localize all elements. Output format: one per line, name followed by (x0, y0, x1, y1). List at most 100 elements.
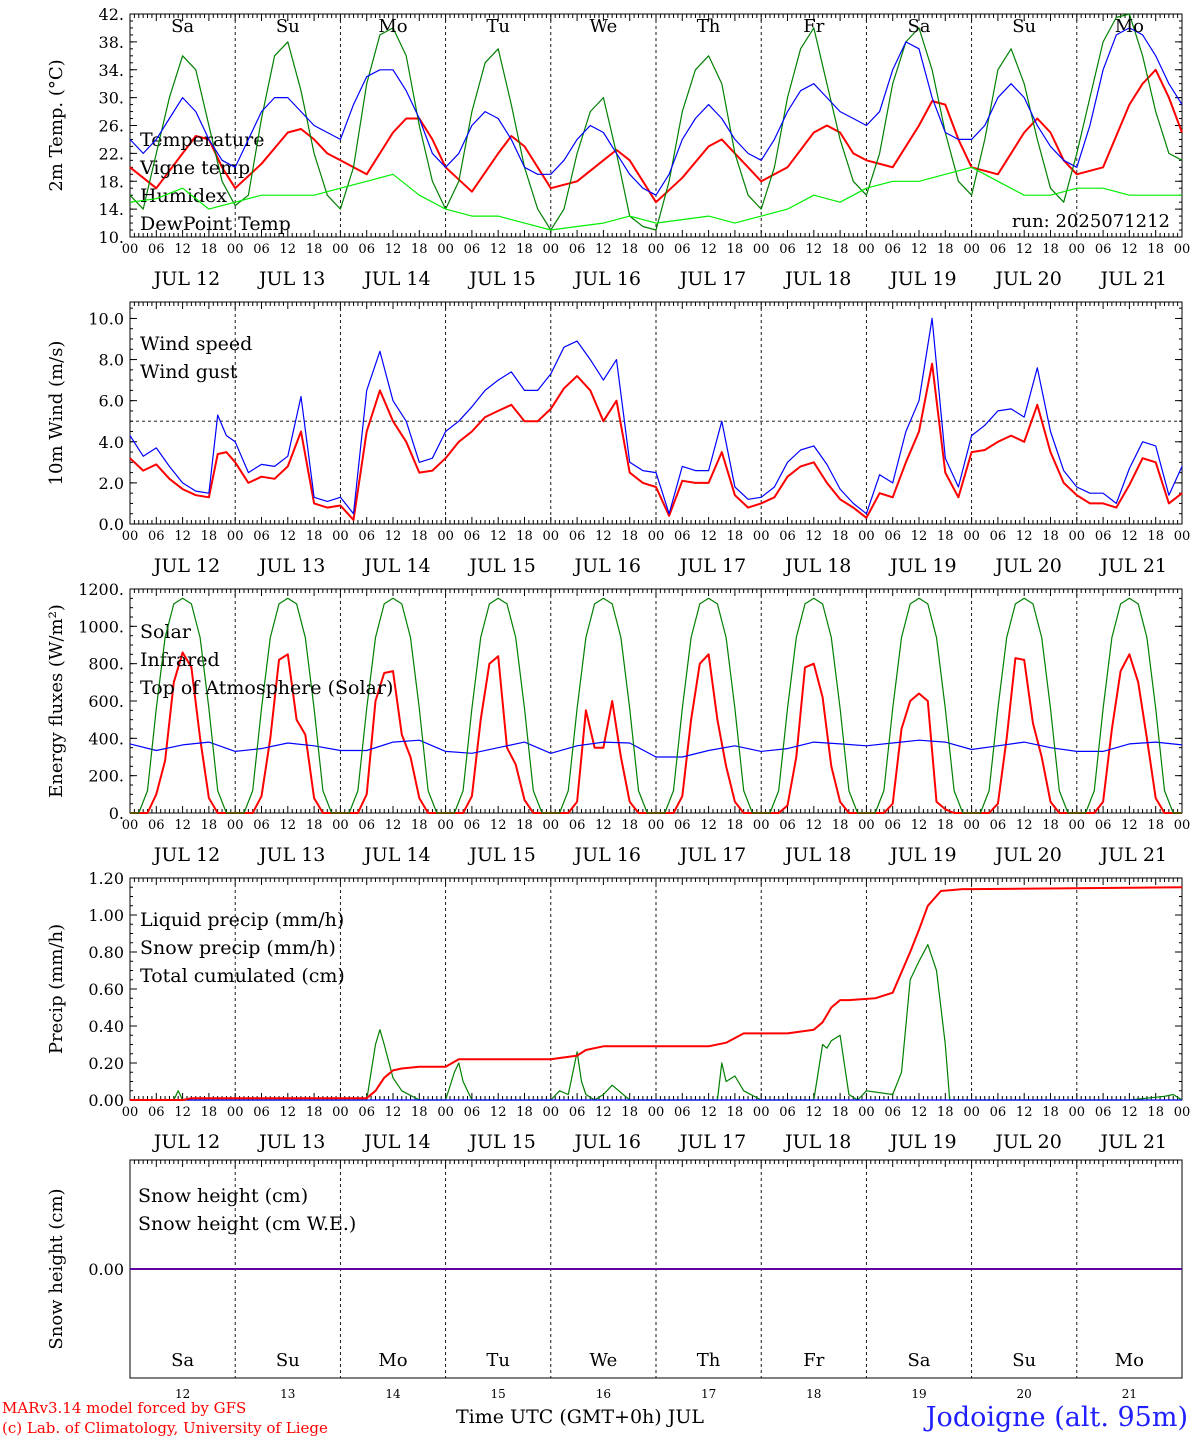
hour-label: 00 (1174, 529, 1191, 544)
hour-label: 00 (648, 818, 665, 833)
hour-label: 00 (648, 1105, 665, 1120)
hour-label: 06 (148, 1105, 165, 1120)
legend-entry: Temperature (140, 129, 264, 151)
hour-label: 12 (174, 242, 191, 257)
hour-label: 12 (1121, 1105, 1138, 1120)
hour-label: 00 (1069, 242, 1086, 257)
y-axis-label: Precip (mm/h) (46, 924, 67, 1054)
hour-label: 06 (884, 529, 901, 544)
date-label: JUL 21 (1099, 1131, 1167, 1153)
y-tick-label: 4.0 (99, 433, 124, 452)
panel-5: 0.00 Snow height (cm) Snow height (cm) Snow… (46, 1159, 1183, 1401)
date-label: JUL 14 (362, 844, 430, 866)
day-name: Su (1012, 1350, 1036, 1371)
hour-label: 12 (595, 818, 612, 833)
y-axis-label: Snow height (cm) (46, 1188, 67, 1349)
date-label: JUL 17 (678, 555, 746, 577)
day-number: 16 (596, 1387, 611, 1401)
day-name: Fr (803, 16, 824, 37)
hour-label: 12 (280, 818, 297, 833)
series-line-temperature (129, 68, 1183, 204)
day-number: 20 (1017, 1387, 1032, 1401)
day-name: Sa (171, 16, 194, 37)
legend-entry: Top of Atmosphere (Solar) (140, 677, 393, 699)
date-label: JUL 15 (467, 555, 535, 577)
x-axis-title: Time UTC (GMT+0h) JUL (456, 1406, 704, 1428)
hour-label: 18 (306, 242, 323, 257)
location-label: Jodoigne (alt. 95m) (925, 1402, 1188, 1433)
y-tick-label: 1200. (78, 580, 124, 599)
y-tick-label: 14. (99, 200, 124, 219)
hour-label: 12 (700, 529, 717, 544)
hour-label: 00 (963, 242, 980, 257)
day-number: 12 (175, 1387, 190, 1401)
day-name: Tu (486, 1350, 510, 1371)
hour-label: 12 (280, 242, 297, 257)
lab-credit: (c) Lab. of Climatology, University of L… (2, 1419, 328, 1437)
hour-label: 06 (779, 1105, 796, 1120)
y-axis-label: 10m Wind (m/s) (46, 341, 67, 486)
hour-label: 06 (884, 242, 901, 257)
hour-label: 18 (306, 1105, 323, 1120)
hour-label: 06 (358, 1105, 375, 1120)
date-label: JUL 15 (467, 844, 535, 866)
hour-label: 12 (490, 529, 507, 544)
hour-label: 00 (1174, 1105, 1191, 1120)
day-name: We (590, 16, 618, 37)
legend-entry: Total cumulated (cm) (140, 965, 345, 987)
series-line-wind-speed (129, 362, 1183, 521)
hour-label: 12 (911, 818, 928, 833)
y-tick-label: 0.0 (99, 515, 124, 534)
hour-label: 00 (858, 242, 875, 257)
hour-label: 18 (516, 818, 533, 833)
date-label: JUL 13 (257, 1131, 325, 1153)
day-number: 19 (911, 1387, 926, 1401)
hour-label: 18 (621, 529, 638, 544)
date-label: JUL 18 (783, 1131, 851, 1153)
hour-label: 00 (648, 529, 665, 544)
hour-label: 12 (700, 242, 717, 257)
legend-entry: Liquid precip (mm/h) (140, 909, 344, 931)
hour-label: 12 (806, 242, 823, 257)
day-name: Mo (1115, 16, 1144, 37)
hour-label: 12 (1016, 1105, 1033, 1120)
date-label: JUL 13 (257, 268, 325, 290)
y-tick-label: 200. (88, 767, 124, 786)
date-label: JUL 17 (678, 1131, 746, 1153)
hour-label: 12 (280, 529, 297, 544)
y-tick-label: 0.00 (88, 1260, 124, 1279)
y-tick-label: 38. (99, 33, 124, 52)
y-tick-label: 30. (99, 89, 124, 108)
hour-label: 00 (858, 818, 875, 833)
hour-label: 18 (201, 242, 218, 257)
hour-label: 18 (201, 529, 218, 544)
hour-label: 12 (911, 1105, 928, 1120)
hour-label: 00 (122, 1105, 139, 1120)
hour-label: 12 (1121, 242, 1138, 257)
hour-label: 18 (832, 818, 849, 833)
hour-label: 12 (700, 818, 717, 833)
y-tick-label: 1000. (78, 617, 124, 636)
hour-label: 06 (674, 242, 691, 257)
hour-label: 18 (201, 818, 218, 833)
series-line-total-cumulated-cm (130, 886, 1183, 1101)
day-name: Mo (378, 1350, 407, 1371)
y-tick-label: 400. (88, 729, 124, 748)
hour-label: 12 (1121, 818, 1138, 833)
day-name: We (590, 1350, 618, 1371)
hour-label: 06 (569, 242, 586, 257)
hour-label: 00 (963, 1105, 980, 1120)
date-label: JUL 21 (1099, 555, 1167, 577)
hour-label: 00 (543, 529, 560, 544)
hour-label: 18 (832, 1105, 849, 1120)
hour-label: 12 (1016, 818, 1033, 833)
y-tick-label: 6.0 (99, 392, 124, 411)
date-label: JUL 21 (1099, 268, 1167, 290)
hour-label: 00 (122, 818, 139, 833)
hour-label: 12 (174, 818, 191, 833)
legend-entry: Wind gust (140, 361, 238, 383)
hour-label: 06 (358, 529, 375, 544)
date-label: JUL 12 (152, 268, 220, 290)
hour-label: 06 (1095, 818, 1112, 833)
hour-label: 06 (253, 242, 270, 257)
